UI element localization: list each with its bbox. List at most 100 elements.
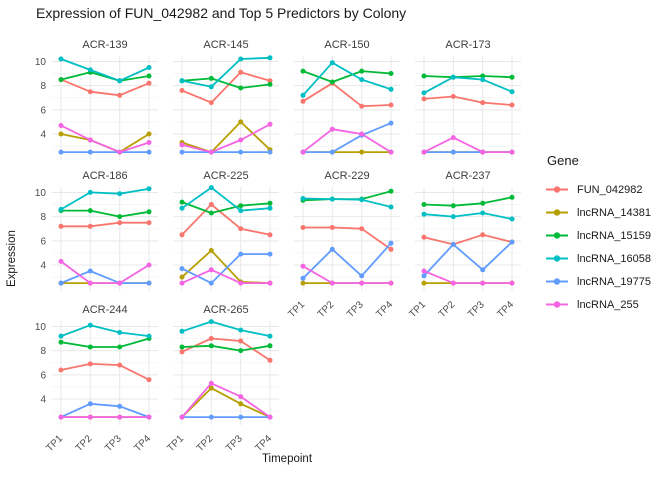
data-point-lncRNA_19775	[117, 403, 123, 409]
data-point-FUN_042982	[238, 226, 244, 232]
data-point-lncRNA_14381	[146, 131, 152, 137]
data-point-FUN_042982	[117, 220, 123, 226]
data-point-lncRNA_15159	[421, 73, 427, 79]
data-point-lncRNA_255	[300, 263, 306, 269]
series-line-lncRNA_15159	[60, 71, 150, 82]
y-tick-label: 8	[40, 346, 46, 357]
data-point-FUN_042982	[238, 69, 244, 75]
series-line-lncRNA_16058	[60, 324, 150, 338]
x-tick-label: TP4	[495, 299, 516, 320]
data-point-lncRNA_19775	[87, 149, 93, 155]
data-point-lncRNA_255	[509, 149, 515, 155]
data-point-lncRNA_16058	[58, 333, 64, 339]
series-line-lncRNA_255	[423, 270, 513, 284]
series-line-lncRNA_255	[60, 124, 150, 153]
data-point-lncRNA_255	[509, 280, 515, 286]
data-point-lncRNA_19775	[480, 267, 486, 273]
series-line-FUN_042982	[181, 71, 271, 104]
y-tick-label: 4	[40, 261, 46, 272]
data-point-FUN_042982	[480, 100, 486, 106]
y-tick-label: 4	[40, 130, 46, 141]
data-point-FUN_042982	[179, 349, 185, 355]
data-point-lncRNA_255	[421, 268, 427, 274]
data-point-lncRNA_15159	[267, 81, 273, 87]
facet-title: ACR-244	[82, 304, 127, 316]
data-point-lncRNA_16058	[388, 204, 394, 210]
series-line-lncRNA_16058	[302, 197, 392, 208]
x-tick-label: TP4	[374, 299, 395, 320]
y-tick-label: 6	[40, 236, 46, 247]
data-point-FUN_042982	[87, 223, 93, 229]
data-point-lncRNA_19775	[267, 149, 273, 155]
series-line-lncRNA_19775	[302, 242, 392, 280]
series-line-lncRNA_15159	[181, 77, 271, 89]
data-point-lncRNA_14381	[208, 248, 214, 253]
data-point-lncRNA_14381	[238, 401, 244, 407]
y-tick-label: 10	[35, 188, 47, 199]
legend-entry: lncRNA_14381	[545, 201, 651, 224]
series-line-lncRNA_16058	[60, 187, 150, 211]
data-point-lncRNA_19775	[329, 246, 335, 252]
data-point-FUN_042982	[450, 94, 456, 99]
data-point-FUN_042982	[300, 98, 306, 104]
data-point-lncRNA_255	[208, 149, 214, 155]
data-point-lncRNA_255	[267, 414, 273, 420]
data-point-FUN_042982	[388, 102, 394, 108]
series-line-lncRNA_255	[181, 382, 271, 418]
data-point-lncRNA_19775	[329, 149, 335, 155]
x-tick-label: TP1	[165, 433, 186, 454]
data-point-lncRNA_255	[388, 149, 394, 155]
legend-label: lncRNA_16058	[577, 252, 651, 265]
data-point-lncRNA_16058	[238, 208, 244, 214]
series-line-lncRNA_16058	[423, 212, 513, 220]
data-point-FUN_042982	[146, 80, 152, 86]
data-point-lncRNA_255	[58, 123, 64, 128]
data-point-lncRNA_19775	[87, 268, 93, 274]
facet-title: ACR-173	[445, 39, 490, 51]
data-point-lncRNA_255	[267, 121, 273, 127]
data-point-lncRNA_16058	[480, 77, 486, 83]
legend-entry: FUN_042982	[545, 178, 651, 201]
facet-title: ACR-265	[203, 304, 248, 316]
series-line-lncRNA_16058	[181, 56, 271, 88]
data-point-lncRNA_16058	[87, 322, 93, 328]
x-tick-label: TP3	[345, 299, 366, 320]
data-point-lncRNA_255	[450, 280, 456, 286]
data-point-lncRNA_15159	[87, 208, 93, 214]
data-point-lncRNA_255	[117, 280, 123, 286]
legend-key-icon	[546, 301, 568, 308]
data-point-lncRNA_15159	[388, 71, 394, 76]
data-point-lncRNA_255	[146, 140, 152, 145]
x-tick-label: TP4	[253, 433, 274, 454]
y-tick-label: 10	[35, 57, 47, 68]
x-tick-label: TP2	[316, 299, 337, 320]
data-point-lncRNA_19775	[208, 280, 214, 286]
x-axis-title: Timepoint	[261, 453, 313, 465]
x-tick-label: TP2	[437, 299, 458, 320]
series-line-lncRNA_255	[181, 123, 271, 153]
data-point-lncRNA_255	[480, 149, 486, 155]
legend-label: lncRNA_15159	[577, 229, 651, 242]
data-point-lncRNA_14381	[359, 149, 365, 155]
data-point-lncRNA_15159	[179, 344, 185, 350]
chart-title: Expression of FUN_042982 and Top 5 Predi…	[36, 5, 407, 21]
legend-entry: lncRNA_19775	[545, 270, 651, 293]
data-point-lncRNA_16058	[509, 216, 515, 222]
series-line-lncRNA_19775	[423, 241, 513, 277]
data-point-lncRNA_15159	[300, 68, 306, 74]
data-point-lncRNA_16058	[509, 89, 515, 95]
data-point-lncRNA_16058	[208, 84, 214, 90]
data-point-lncRNA_255	[58, 414, 64, 420]
data-point-FUN_042982	[58, 367, 64, 373]
data-point-lncRNA_16058	[179, 328, 185, 334]
data-point-lncRNA_255	[359, 280, 365, 286]
data-point-FUN_042982	[87, 89, 93, 95]
series-line-FUN_042982	[423, 233, 513, 246]
data-point-lncRNA_15159	[87, 344, 93, 350]
legend-key-icon	[546, 278, 568, 285]
data-point-FUN_042982	[329, 225, 335, 230]
x-tick-label: TP2	[74, 433, 95, 454]
series-line-lncRNA_19775	[60, 270, 150, 284]
series-line-lncRNA_14381	[181, 249, 271, 284]
facet-panel-ACR-225: ACR-225	[173, 170, 279, 291]
